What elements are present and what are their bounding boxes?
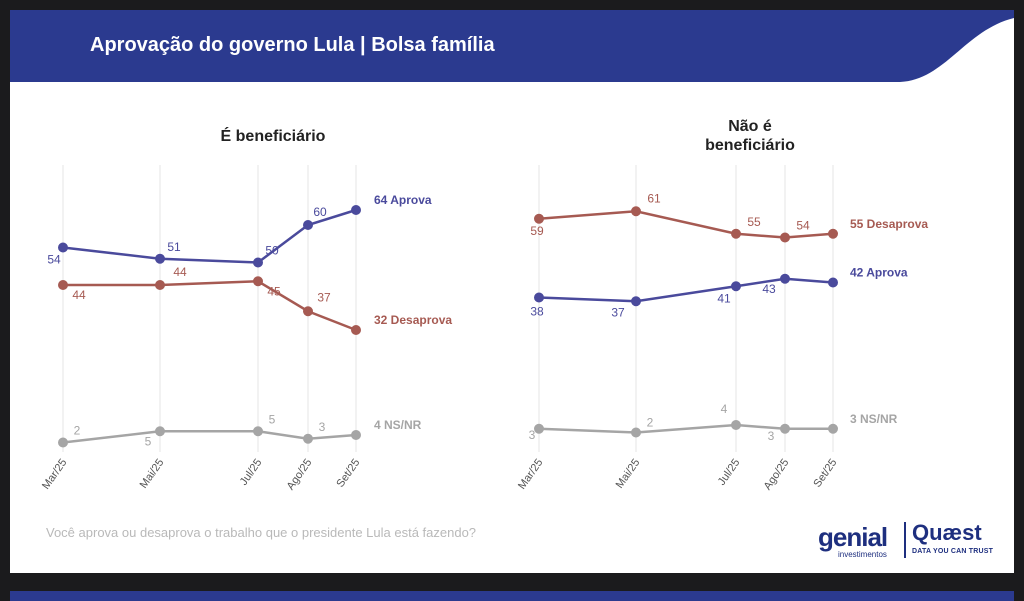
- bottom-strip: [10, 591, 1014, 601]
- x-tick-label: Set/25: [811, 457, 839, 490]
- data-point-ns: [828, 423, 838, 434]
- data-label-desaprova: 37: [317, 290, 331, 304]
- data-point-ns: [631, 427, 641, 438]
- data-label-aprova: 50: [265, 244, 279, 258]
- data-point-desaprova: [155, 280, 165, 290]
- data-point-desaprova: [828, 228, 838, 239]
- data-point-aprova: [534, 292, 544, 303]
- data-point-aprova: [351, 205, 361, 215]
- data-point-desaprova: [534, 213, 544, 224]
- quaest-logo: Quæst: [912, 520, 982, 545]
- data-point-ns: [253, 426, 263, 437]
- data-point-desaprova: [303, 306, 313, 317]
- data-point-desaprova: [58, 280, 68, 290]
- series-line-aprova: [62, 208, 357, 264]
- data-point-ns: [155, 426, 165, 437]
- data-point-desaprova: [631, 206, 641, 217]
- logos: genial investimentos Quæst DATA YOU CAN …: [816, 520, 994, 560]
- series-end-label-desaprova: 32 Desaprova: [374, 313, 452, 327]
- data-point-aprova: [631, 296, 641, 307]
- x-tick-label: Set/25: [334, 457, 362, 490]
- data-point-desaprova: [253, 276, 263, 287]
- data-label-ns: 3: [529, 428, 536, 442]
- x-tick-label: Jul/25: [238, 457, 265, 488]
- data-point-ns: [780, 423, 790, 434]
- genial-logo: genial: [818, 522, 888, 552]
- series-end-label-aprova: 64 Aprova: [374, 193, 432, 207]
- series-end-label-aprova: 42 Aprova: [850, 266, 908, 280]
- data-label-desaprova: 55: [747, 215, 761, 229]
- genial-logo-subtitle: investimentos: [838, 550, 887, 559]
- data-label-desaprova: 44: [72, 288, 86, 302]
- series-end-label-desaprova: 55 Desaprova: [850, 217, 928, 231]
- data-point-ns: [303, 433, 313, 444]
- x-tick-label: Mai/25: [138, 457, 167, 491]
- series-line-desaprova: [63, 279, 357, 332]
- series-end-label-ns: 4 NS/NR: [374, 418, 422, 432]
- data-label-desaprova: 59: [530, 224, 544, 238]
- quaest-logo-subtitle: DATA YOU CAN TRUST: [912, 548, 994, 555]
- data-point-aprova: [303, 220, 313, 230]
- data-point-desaprova: [731, 228, 741, 239]
- data-label-ns: 4: [721, 402, 728, 416]
- data-label-aprova: 37: [611, 305, 625, 319]
- x-tick-label: Mar/25: [40, 457, 69, 492]
- data-point-desaprova: [351, 325, 361, 335]
- slide: Aprovação do governo Lula | Bolsa famíli…: [10, 10, 1014, 573]
- series-line-aprova: [538, 277, 834, 303]
- data-point-aprova: [58, 242, 68, 253]
- data-label-desaprova: 44: [173, 265, 187, 279]
- data-point-ns: [351, 430, 361, 440]
- data-label-aprova: 51: [167, 240, 181, 254]
- data-label-desaprova: 61: [647, 191, 661, 205]
- data-point-aprova: [780, 273, 790, 284]
- data-label-aprova: 38: [530, 305, 544, 319]
- x-tick-label: Ago/25: [285, 457, 315, 492]
- data-label-aprova: 43: [762, 282, 776, 296]
- series-end-label-ns: 3 NS/NR: [850, 412, 898, 426]
- data-label-desaprova: 54: [796, 219, 810, 233]
- page-title: Aprovação do governo Lula | Bolsa famíli…: [90, 34, 495, 56]
- data-point-ns: [58, 437, 68, 448]
- x-tick-label: Mar/25: [516, 457, 545, 492]
- header-band: [10, 10, 1014, 82]
- data-point-ns: [731, 420, 741, 430]
- data-point-aprova: [828, 277, 838, 288]
- data-label-ns: 2: [74, 424, 81, 438]
- data-label-ns: 3: [319, 420, 326, 434]
- chart-title-beneficiario: É beneficiário: [220, 128, 326, 145]
- data-label-desaprova: 45: [267, 284, 281, 298]
- data-label-ns: 2: [647, 416, 654, 430]
- data-label-ns: 3: [768, 429, 775, 443]
- header-shape: [10, 10, 1014, 82]
- x-tick-label: Ago/25: [762, 457, 792, 492]
- data-label-ns: 5: [269, 412, 276, 426]
- data-point-aprova: [253, 257, 263, 268]
- chart-title-nao-beneficiario: Não é beneficiário: [705, 118, 795, 154]
- data-label-aprova: 41: [717, 291, 731, 305]
- data-label-aprova: 60: [313, 205, 327, 219]
- x-tick-label: Mai/25: [614, 457, 643, 491]
- data-label-ns: 5: [145, 434, 152, 448]
- logo-divider: [904, 522, 906, 558]
- data-label-aprova: 54: [47, 253, 61, 267]
- series-line-desaprova: [538, 209, 834, 239]
- survey-question: Você aprova ou desaprova o trabalho que …: [46, 525, 477, 540]
- data-point-desaprova: [780, 232, 790, 243]
- data-point-ns: [534, 423, 544, 434]
- data-point-aprova: [155, 253, 165, 264]
- data-point-aprova: [731, 281, 741, 292]
- x-tick-label: Jul/25: [716, 457, 743, 488]
